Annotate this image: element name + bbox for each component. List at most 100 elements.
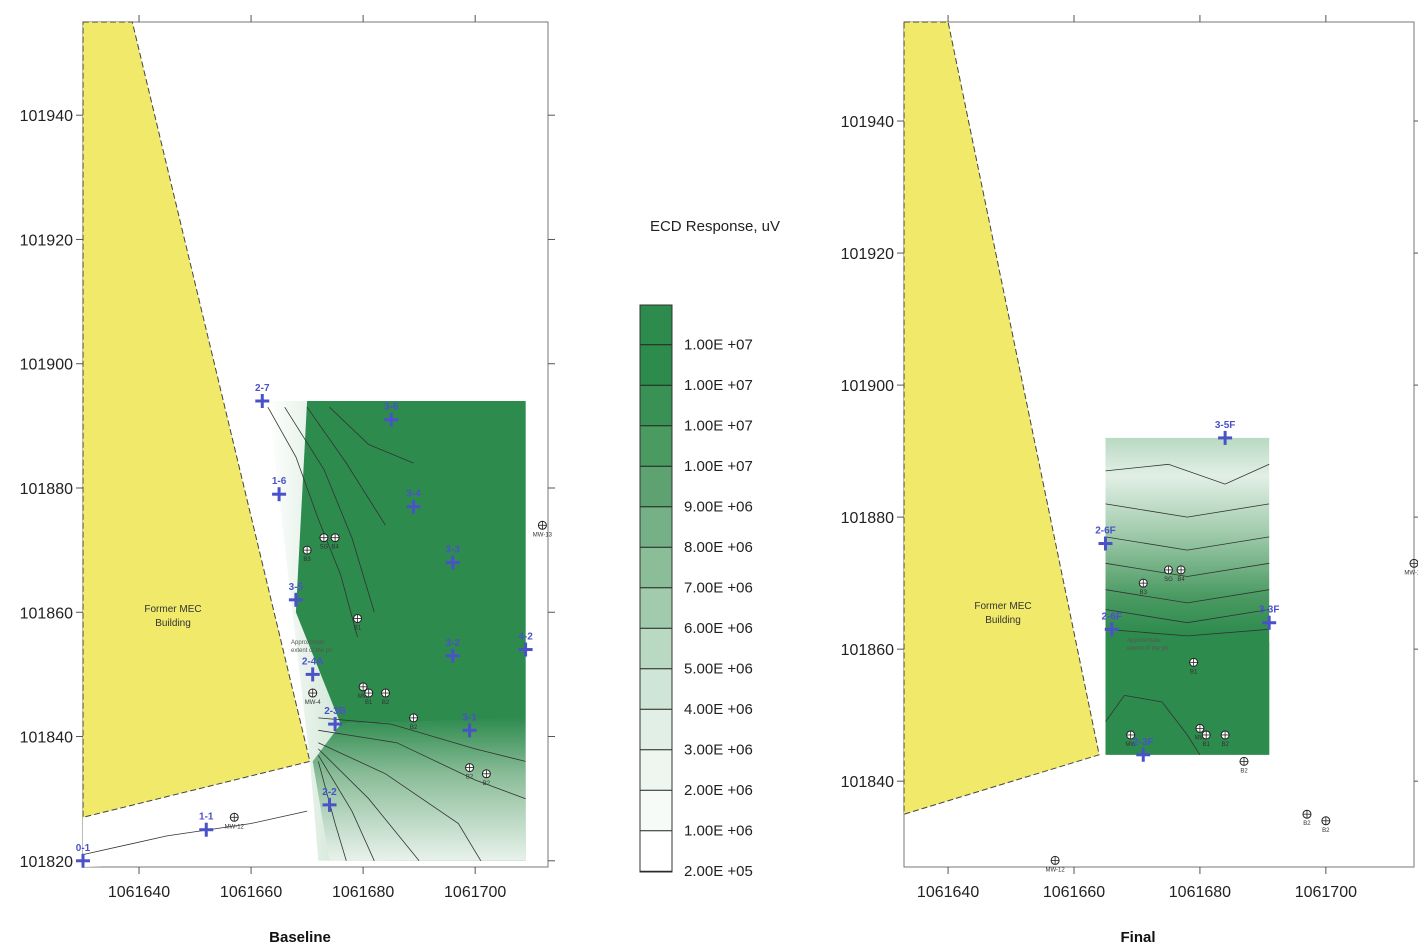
sample-point: 2-3B — [324, 706, 346, 732]
well-label: B2 — [1322, 828, 1330, 834]
well-label: MW-13 — [533, 532, 553, 538]
building-label-line-1: Former MEC — [974, 601, 1031, 612]
well-label: MW-12 — [1045, 867, 1065, 873]
building-label-line-2: Building — [155, 618, 191, 629]
y-tick-label: 101860 — [20, 605, 73, 622]
legend-label: 1.00E +07 — [684, 377, 753, 394]
monitoring-well: B2 — [1239, 756, 1249, 774]
monitoring-well: B2 — [481, 769, 491, 787]
sample-point: 3-3F — [1259, 605, 1280, 630]
monitoring-well: B1 — [364, 688, 374, 706]
high-response-core — [1105, 642, 1270, 755]
x-tick-label: 1061680 — [332, 884, 394, 901]
y-tick-label: 101940 — [841, 114, 894, 131]
sample-point: 4-2 — [518, 632, 533, 657]
x-tick-label: 1061640 — [108, 884, 170, 901]
monitoring-well: B2 — [1321, 816, 1331, 834]
building-polygon — [82, 21, 311, 818]
monitoring-well: B4 — [1176, 565, 1186, 583]
well-label: MW — [1195, 735, 1206, 741]
x-tick-label: 1061640 — [917, 884, 979, 901]
building-label-line-1: Former MEC — [144, 604, 201, 615]
well-label: B3 — [1140, 590, 1148, 596]
monitoring-well: B3 — [1138, 578, 1148, 596]
legend-label: 1.00E +06 — [684, 823, 753, 840]
legend-swatches — [639, 304, 673, 873]
contour-line — [1105, 609, 1270, 624]
contour-line — [329, 406, 414, 464]
legend-swatch — [640, 669, 672, 710]
legend-swatch — [640, 831, 672, 872]
monitoring-well: B1 — [1201, 730, 1211, 748]
legend-label: 4.00E +06 — [684, 701, 753, 718]
fringe-region — [312, 717, 526, 861]
legend-label: 3.00E +06 — [684, 742, 753, 759]
monitoring-well: MW-13 — [533, 520, 553, 538]
well-label: MW — [1125, 742, 1136, 748]
high-response-core — [295, 401, 526, 725]
legend-swatch — [640, 791, 672, 832]
sample-point-label: 1-6 — [272, 476, 287, 487]
color-legend: ECD Response, uV 1.00E +071.00E +071.00E… — [639, 218, 780, 881]
sample-point-label: 3-3F — [1259, 605, 1280, 616]
legend-swatch — [640, 426, 672, 467]
y-tick-label: 101840 — [841, 774, 894, 791]
well-label: B2 — [1221, 742, 1229, 748]
sample-point-label: 2-4A — [302, 656, 324, 667]
sample-point-label: 2-6F — [1095, 526, 1116, 537]
legend-label: 1.00E +07 — [684, 458, 753, 475]
monitoring-well: MW — [1125, 730, 1136, 748]
x-tick-label: 1061660 — [1043, 884, 1105, 901]
sample-point: 2-6F — [1101, 611, 1122, 637]
well-label: B1 — [354, 625, 362, 631]
well-label: B4 — [1177, 577, 1185, 583]
baseline-map: 1061640 1061660 1061680 1061700 101820 101840… — [20, 15, 555, 946]
contour-line — [318, 742, 482, 862]
legend-swatch — [640, 588, 672, 629]
sample-point-label: 0-1 — [76, 843, 91, 854]
panel-caption: Baseline — [269, 929, 331, 946]
y-tick-label: 101900 — [841, 378, 894, 395]
monitoring-well: MW — [358, 682, 369, 700]
monitoring-well: MW-12 — [1045, 855, 1065, 873]
well-label: B2 — [382, 700, 390, 706]
y-tick-label: 101860 — [841, 642, 894, 659]
contour-fill — [83, 401, 526, 867]
y-tick-label: 101880 — [841, 510, 894, 527]
contour-line — [318, 729, 526, 800]
monitoring-well: B2 — [381, 688, 391, 706]
contour-line — [284, 406, 375, 613]
legend-swatch — [640, 710, 672, 751]
contour-line — [318, 717, 526, 762]
legend-border — [639, 304, 673, 873]
x-tick-label: 1061700 — [444, 884, 506, 901]
building-label-line-2: Building — [985, 615, 1021, 626]
monitoring-well: B2 — [1220, 730, 1230, 748]
building-polygon — [903, 21, 1100, 815]
contour-line — [1105, 589, 1270, 604]
sample-point-label: 3-6 — [384, 402, 399, 413]
legend-labels: 1.00E +07 1.00E +07 1.00E +07 1.00E +07 9.00… — [684, 337, 753, 881]
well-label: B3 — [303, 557, 311, 563]
pit-annotation-line-2: extent of the pit — [1127, 646, 1168, 652]
well-label: MW-4 — [305, 700, 322, 706]
legend-swatch — [640, 548, 672, 589]
pit-annotation-line-2: extent of the pit — [291, 648, 332, 654]
well-label: MW — [358, 694, 369, 700]
well-label: SG — [320, 545, 329, 551]
well-markers: MW-13B3SGB4B1MWMWB1B2B2B2B2MW-12 — [1045, 558, 1418, 873]
legend-label: 1.00E +07 — [684, 418, 753, 435]
legend-label: 9.00E +06 — [684, 499, 753, 516]
sample-point-label: 1-1 — [199, 812, 214, 823]
well-label: B1 — [365, 700, 373, 706]
legend-label: 6.00E +06 — [684, 620, 753, 637]
axis-ticks: 1061640 1061660 1061680 1061700 101820 101840… — [20, 15, 555, 901]
legend-swatch — [640, 629, 672, 670]
sample-point: 1-1 — [199, 812, 214, 837]
low-response-area — [83, 761, 319, 867]
y-tick-label: 101920 — [841, 246, 894, 263]
y-tick-label: 101880 — [20, 481, 73, 498]
monitoring-well: B1 — [1189, 657, 1199, 675]
well-label: MW-13 — [1404, 570, 1418, 576]
sample-point-label: 3-2 — [446, 638, 461, 649]
